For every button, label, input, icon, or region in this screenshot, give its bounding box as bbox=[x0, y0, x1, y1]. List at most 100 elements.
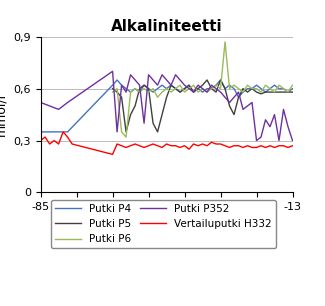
Putki P5 bbox=[237, 95, 240, 99]
Putki P5 bbox=[115, 90, 119, 94]
Title: Alkaliniteetti: Alkaliniteetti bbox=[111, 19, 222, 34]
Putki P5 bbox=[124, 130, 128, 134]
Vertailuputki H332 bbox=[178, 146, 182, 149]
Vertailuputki H332 bbox=[192, 142, 196, 146]
Putki P352 bbox=[115, 130, 119, 134]
Putki P4 bbox=[115, 78, 119, 82]
Putki P5 bbox=[210, 87, 214, 91]
Putki P5 bbox=[214, 90, 218, 94]
Vertailuputki H332 bbox=[174, 144, 177, 147]
Putki P352 bbox=[124, 90, 128, 94]
Putki P5 bbox=[142, 83, 146, 87]
Putki P352 bbox=[268, 125, 272, 129]
Putki P352 bbox=[241, 107, 245, 111]
Vertailuputki H332 bbox=[70, 142, 74, 146]
Vertailuputki H332 bbox=[133, 142, 137, 146]
Putki P352 bbox=[169, 83, 173, 87]
Putki P5 bbox=[281, 90, 285, 94]
Putki P5 bbox=[111, 87, 114, 91]
Putki P4 bbox=[169, 83, 173, 87]
Vertailuputki H332 bbox=[115, 142, 119, 146]
Vertailuputki H332 bbox=[264, 146, 267, 149]
Line: Putki P4: Putki P4 bbox=[41, 80, 292, 132]
Putki P6 bbox=[160, 90, 164, 94]
Putki P5 bbox=[192, 90, 196, 94]
Putki P352 bbox=[129, 73, 133, 76]
Line: Putki P352: Putki P352 bbox=[41, 71, 292, 140]
Vertailuputki H332 bbox=[201, 142, 204, 146]
Putki P4 bbox=[111, 83, 114, 87]
Putki P4 bbox=[160, 83, 164, 87]
Putki P6 bbox=[281, 87, 285, 91]
Vertailuputki H332 bbox=[57, 142, 60, 146]
Vertailuputki H332 bbox=[250, 146, 254, 149]
Y-axis label: mmol/l: mmol/l bbox=[0, 93, 8, 136]
Putki P4 bbox=[151, 90, 155, 94]
Vertailuputki H332 bbox=[205, 144, 209, 147]
Putki P5 bbox=[286, 90, 290, 94]
Vertailuputki H332 bbox=[169, 144, 173, 147]
Putki P352 bbox=[164, 78, 168, 82]
Vertailuputki H332 bbox=[210, 140, 214, 144]
Putki P352 bbox=[291, 139, 294, 142]
Vertailuputki H332 bbox=[124, 146, 128, 149]
Putki P6 bbox=[137, 90, 141, 94]
Putki P352 bbox=[210, 83, 214, 87]
Vertailuputki H332 bbox=[241, 146, 245, 149]
Putki P352 bbox=[39, 101, 43, 104]
Putki P352 bbox=[156, 83, 160, 87]
Putki P4 bbox=[142, 83, 146, 87]
Vertailuputki H332 bbox=[259, 144, 263, 147]
Putki P4 bbox=[232, 87, 236, 91]
Putki P5 bbox=[241, 87, 245, 91]
Putki P352 bbox=[201, 87, 204, 91]
Putki P4 bbox=[205, 87, 209, 91]
Putki P352 bbox=[286, 125, 290, 129]
Putki P4 bbox=[129, 90, 133, 94]
Putki P5 bbox=[254, 90, 258, 94]
Putki P4 bbox=[281, 87, 285, 91]
Vertailuputki H332 bbox=[268, 144, 272, 147]
Putki P6 bbox=[273, 90, 277, 94]
Putki P352 bbox=[137, 83, 141, 87]
Putki P4 bbox=[268, 87, 272, 91]
Putki P6 bbox=[227, 87, 231, 91]
Vertailuputki H332 bbox=[160, 146, 164, 149]
Putki P6 bbox=[246, 83, 250, 87]
Putki P6 bbox=[111, 90, 114, 94]
Putki P6 bbox=[210, 87, 214, 91]
Vertailuputki H332 bbox=[151, 142, 155, 146]
Putki P4 bbox=[201, 90, 204, 94]
Putki P5 bbox=[147, 87, 150, 91]
Putki P6 bbox=[120, 130, 124, 134]
Legend: Putki P4, Putki P5, Putki P6, Putki P352, Vertailuputki H332: Putki P4, Putki P5, Putki P6, Putki P352… bbox=[51, 200, 276, 248]
Putki P352 bbox=[196, 83, 200, 87]
Putki P352 bbox=[160, 73, 164, 76]
Putki P6 bbox=[264, 83, 267, 87]
Putki P4 bbox=[291, 87, 294, 91]
Putki P5 bbox=[137, 87, 141, 91]
Vertailuputki H332 bbox=[254, 146, 258, 149]
Putki P6 bbox=[259, 90, 263, 94]
Putki P4 bbox=[223, 87, 227, 91]
Putki P5 bbox=[259, 92, 263, 96]
Putki P352 bbox=[277, 139, 281, 142]
Vertailuputki H332 bbox=[273, 146, 277, 149]
Putki P6 bbox=[205, 90, 209, 94]
Putki P352 bbox=[57, 107, 60, 111]
Putki P4 bbox=[214, 83, 218, 87]
Putki P352 bbox=[246, 104, 250, 108]
Vertailuputki H332 bbox=[39, 139, 43, 142]
Putki P352 bbox=[259, 135, 263, 139]
Putki P352 bbox=[227, 101, 231, 104]
Putki P4 bbox=[156, 87, 160, 91]
Putki P5 bbox=[174, 87, 177, 91]
Putki P352 bbox=[120, 83, 124, 87]
Putki P5 bbox=[160, 113, 164, 116]
Putki P5 bbox=[250, 87, 254, 91]
Putki P6 bbox=[254, 87, 258, 91]
Vertailuputki H332 bbox=[147, 144, 150, 147]
Putki P352 bbox=[151, 78, 155, 82]
Vertailuputki H332 bbox=[52, 139, 56, 142]
Putki P5 bbox=[219, 78, 223, 82]
